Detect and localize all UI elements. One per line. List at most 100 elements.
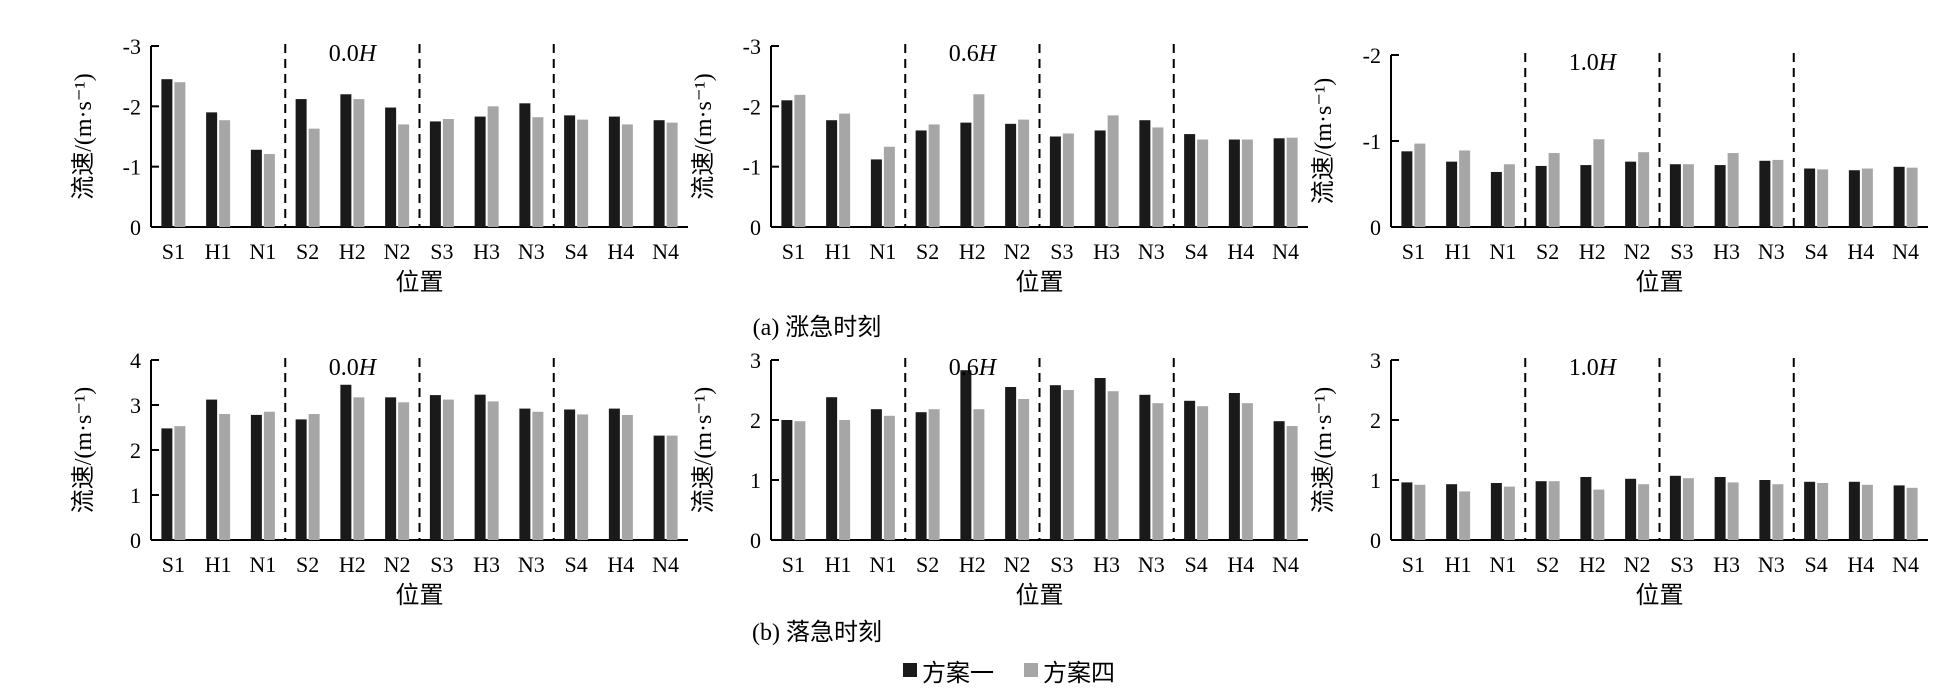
bar-scheme1-N2 [1625, 478, 1637, 540]
legend-label-scheme1: 方案一 [922, 660, 994, 687]
bar-scheme4-N3 [1152, 403, 1164, 540]
x-tick-label: H2 [339, 239, 366, 264]
bar-scheme4-H3 [487, 401, 499, 540]
bar-scheme1-N4 [653, 120, 665, 227]
x-tick-label: N3 [518, 239, 545, 264]
x-tick-label: N1 [869, 552, 896, 577]
bar-scheme1-S1 [161, 79, 173, 227]
x-tick-label: N3 [1758, 239, 1785, 264]
x-tick-label: N2 [1004, 239, 1031, 264]
x-tick-label: H2 [339, 552, 366, 577]
bar-scheme1-H3 [1714, 477, 1726, 540]
legend: 方案一 方案四 [903, 660, 1115, 687]
bar-scheme1-N3 [1139, 394, 1151, 540]
bar-scheme1-H2 [1580, 477, 1592, 540]
legend-label-scheme4: 方案四 [1043, 660, 1115, 687]
x-tick-label: S1 [162, 552, 185, 577]
x-tick-label: N4 [1892, 239, 1919, 264]
depth-unit: H [978, 355, 998, 381]
bar-scheme1-S4 [564, 115, 576, 227]
bar-scheme4-H2 [1593, 139, 1605, 227]
bar-scheme4-S4 [577, 119, 589, 227]
bar-scheme1-N1 [1490, 171, 1502, 227]
bar-scheme4-S2 [1548, 481, 1560, 540]
bar-scheme1-H2 [1580, 165, 1592, 227]
y-tick-label: 3 [130, 393, 141, 418]
chart-panel-a-0.6: -3 -2 -1 0 S1 H1 N1 S2 H2 N2 S3 H3 N3 S4 H4 N4 0.6H 位置 流速/… [690, 34, 1308, 296]
bar-scheme1-N4 [1893, 485, 1905, 540]
bar-scheme4-H3 [1727, 153, 1739, 227]
chart-panel-b-1.0: 3 2 1 0 S1 H1 N1 S2 H2 N2 S3 H3 N3 S4 H4 N4 1.0H 位置 流速/(m·… [1310, 348, 1928, 609]
chart-panel-b-0.0: 4 3 2 1 0 S1 H1 N1 S2 H2 N2 S3 H3 N3 S4 H4 N4 0.0H 位置 流速/(m… [70, 348, 688, 609]
x-tick-label: H1 [825, 239, 852, 264]
bar-scheme1-H3 [1714, 165, 1726, 227]
bar-scheme1-S1 [1401, 482, 1413, 540]
x-tick-label: S4 [565, 239, 588, 264]
y-tick-label: 0 [130, 528, 141, 553]
bar-scheme4-H4 [621, 124, 633, 227]
y-tick-label: 4 [130, 348, 141, 373]
bar-scheme4-N3 [1772, 159, 1784, 227]
bar-scheme1-S2 [915, 412, 927, 540]
bar-scheme1-N4 [1893, 166, 1905, 227]
depth-label: 1.0H [1569, 355, 1618, 381]
bar-scheme4-S4 [1197, 139, 1209, 227]
bar-scheme1-N1 [1490, 483, 1502, 540]
x-tick-label: S1 [782, 552, 805, 577]
x-tick-label: N3 [1758, 552, 1785, 577]
x-tick-label: N2 [1624, 239, 1651, 264]
bar-scheme1-S2 [1535, 165, 1547, 227]
bar-scheme1-N3 [519, 408, 531, 540]
x-axis-label: 位置 [396, 269, 444, 296]
bar-scheme4-S3 [1682, 478, 1694, 540]
bar-scheme1-N2 [385, 397, 397, 540]
legend-swatch-scheme4 [1024, 663, 1038, 677]
bar-scheme4-H2 [973, 94, 985, 228]
bar-scheme4-S4 [1197, 406, 1209, 540]
bar-scheme1-H3 [1094, 130, 1106, 227]
bar-scheme1-S1 [781, 100, 793, 227]
x-tick-label: N4 [1272, 552, 1299, 577]
y-axis-label: 流速/(m·s⁻¹) [1310, 78, 1337, 205]
y-tick-label: 2 [750, 408, 761, 433]
bar-scheme4-H4 [1241, 403, 1253, 540]
bar-scheme1-S2 [295, 419, 307, 540]
x-tick-label: S4 [1805, 239, 1828, 264]
x-tick-label: H2 [1579, 552, 1606, 577]
x-tick-label: H4 [1227, 552, 1254, 577]
x-tick-label: S1 [1402, 552, 1425, 577]
x-tick-label: H4 [607, 239, 634, 264]
bar-scheme4-H3 [487, 106, 499, 227]
x-tick-label: N1 [249, 239, 276, 264]
x-tick-label: H3 [1713, 552, 1740, 577]
bar-scheme1-H3 [474, 394, 486, 540]
depth-unit: H [1598, 355, 1618, 381]
x-tick-label: S1 [162, 239, 185, 264]
x-tick-label: S3 [430, 239, 453, 264]
bar-scheme1-N2 [1005, 387, 1017, 540]
bar-scheme1-N3 [1139, 120, 1151, 227]
bar-scheme4-N1 [1503, 486, 1515, 540]
x-tick-label: S2 [1536, 552, 1559, 577]
bar-scheme4-N3 [532, 411, 544, 540]
bar-scheme4-H3 [1727, 482, 1739, 540]
bar-scheme4-N3 [1152, 127, 1164, 227]
bar-scheme4-S2 [1548, 153, 1560, 227]
x-tick-label: N4 [652, 552, 679, 577]
bar-scheme4-S1 [1414, 143, 1426, 227]
bar-scheme4-N2 [1018, 399, 1030, 540]
bar-scheme4-N1 [263, 411, 275, 540]
bar-scheme1-N2 [385, 107, 397, 227]
bar-scheme1-S4 [1804, 481, 1816, 540]
depth-label: 1.0H [1569, 50, 1618, 76]
bar-scheme1-S1 [1401, 151, 1413, 227]
bar-scheme4-N1 [1503, 164, 1515, 227]
y-axis-label: 流速/(m·s⁻¹) [70, 387, 97, 514]
bar-scheme4-S3 [442, 119, 454, 227]
bar-scheme4-H4 [1241, 139, 1253, 227]
bar-scheme1-H2 [340, 384, 352, 540]
x-tick-label: H4 [607, 552, 634, 577]
depth-label: 0.6H [949, 355, 998, 381]
bar-scheme1-N3 [1759, 480, 1771, 540]
